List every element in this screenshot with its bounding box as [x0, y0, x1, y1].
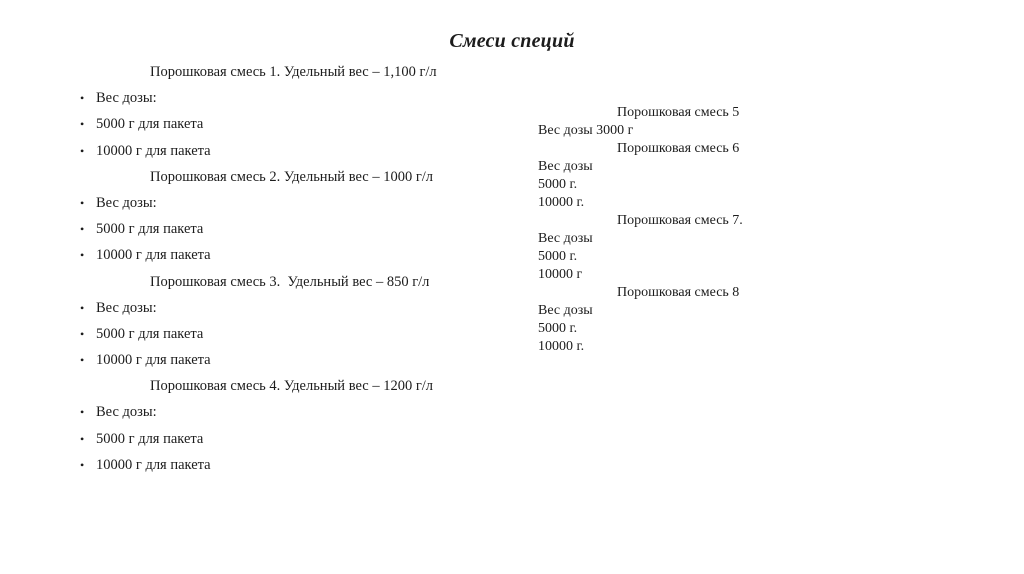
bullet-text: Вес дозы: [96, 299, 157, 316]
bullet-text: 5000 г для пакета [96, 221, 204, 238]
bullet-icon: • [80, 457, 85, 472]
mix-section-1: Порошковая смесь 1. Удельный вес – 1,100… [80, 59, 530, 164]
bullet-icon: • [80, 91, 85, 106]
bullet-item: • 5000 г для пакета [80, 111, 530, 137]
right-section-header: Порошковая смесь 5 [617, 105, 740, 120]
left-column: Порошковая смесь 1. Удельный вес – 1,100… [80, 59, 530, 478]
right-line: 10000 г. [538, 339, 585, 354]
bullet-text: Вес дозы: [96, 404, 157, 421]
bullet-icon: • [80, 222, 85, 237]
bullet-item: • Вес дозы: [80, 295, 530, 321]
bullet-item: • Вес дозы: [80, 190, 530, 216]
bullet-item: • 10000 г для пакета [80, 452, 530, 478]
mix-section-4: Порошковая смесь 4. Удельный вес – 1200 … [80, 373, 530, 478]
bullet-text: Вес дозы: [96, 194, 157, 211]
right-line: Вес дозы [538, 303, 593, 318]
bullet-icon: • [80, 405, 85, 420]
mix-section-3: Порошковая смесь 3. Удельный вес – 850 г… [80, 269, 530, 374]
right-line: Вес дозы 3000 г [538, 123, 634, 138]
bullet-icon: • [80, 195, 85, 210]
right-section-header: Порошковая смесь 7. [617, 213, 743, 228]
bullet-text: 10000 г для пакета [96, 456, 211, 473]
section-header: Порошковая смесь 4. Удельный вес – 1200 … [150, 378, 434, 395]
bullet-item: • Вес дозы: [80, 399, 530, 425]
bullet-text: 5000 г для пакета [96, 116, 204, 133]
bullet-icon: • [80, 326, 85, 341]
bullet-text: 10000 г для пакета [96, 352, 211, 369]
bullet-item: • 5000 г для пакета [80, 321, 530, 347]
bullet-icon: • [80, 353, 85, 368]
right-line: Вес дозы [538, 231, 593, 246]
bullet-item: • 5000 г для пакета [80, 216, 530, 242]
section-header: Порошковая смесь 2. Удельный вес – 1000 … [150, 168, 434, 185]
right-line: 5000 г. [538, 177, 578, 192]
bullet-item: • Вес дозы: [80, 85, 530, 111]
right-section-header: Порошковая смесь 8 [617, 285, 740, 300]
bullet-icon: • [80, 300, 85, 315]
bullet-item: • 10000 г для пакета [80, 138, 530, 164]
bullet-item: • 10000 г для пакета [80, 347, 530, 373]
page-title: Смеси специй [449, 30, 575, 52]
bullet-text: 5000 г для пакета [96, 430, 204, 447]
section-header: Порошковая смесь 3. Удельный вес – 850 г… [150, 273, 430, 290]
bullet-icon: • [80, 431, 85, 446]
right-line: 10000 г [538, 267, 583, 282]
right-section-header: Порошковая смесь 6 [617, 141, 740, 156]
bullet-text: Вес дозы: [96, 90, 157, 107]
bullet-icon: • [80, 248, 85, 263]
bullet-item: • 10000 г для пакета [80, 242, 530, 268]
bullet-icon: • [80, 143, 85, 158]
bullet-text: 5000 г для пакета [96, 325, 204, 342]
right-column: Порошковая смесь 5 Вес дозы 3000 г Порош… [538, 104, 858, 356]
mix-section-2: Порошковая смесь 2. Удельный вес – 1000 … [80, 164, 530, 269]
bullet-text: 10000 г для пакета [96, 247, 211, 264]
bullet-icon: • [80, 117, 85, 132]
right-line: 5000 г. [538, 321, 578, 336]
bullet-item: • 5000 г для пакета [80, 426, 530, 452]
right-line: 5000 г. [538, 249, 578, 264]
section-header: Порошковая смесь 1. Удельный вес – 1,100… [150, 64, 437, 80]
right-line: 10000 г. [538, 195, 585, 210]
right-line: Вес дозы [538, 159, 593, 174]
bullet-text: 10000 г для пакета [96, 142, 211, 159]
